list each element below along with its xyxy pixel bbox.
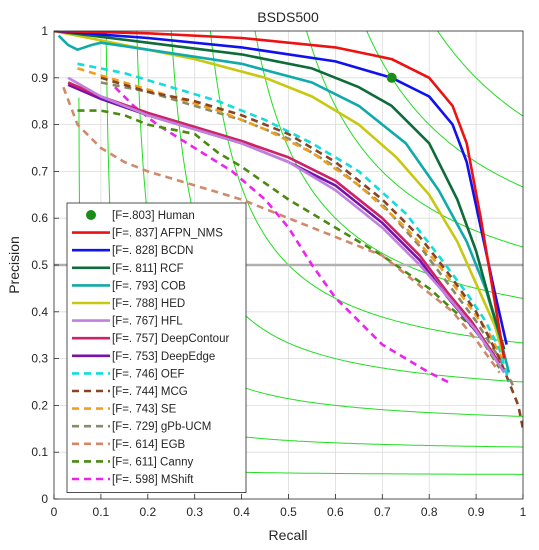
series-line bbox=[77, 109, 501, 369]
series-line bbox=[57, 34, 511, 373]
x-tick-label: 0.7 bbox=[374, 505, 391, 519]
x-tick-label: 0.6 bbox=[327, 505, 344, 519]
iso-f-curve bbox=[366, 31, 523, 188]
legend-human-marker bbox=[86, 210, 96, 220]
chart-title: BSDS500 bbox=[257, 9, 319, 25]
x-tick-label: 0.5 bbox=[280, 505, 297, 519]
y-tick-label: 0.5 bbox=[31, 258, 48, 272]
x-tick-label: 0.3 bbox=[186, 505, 203, 519]
legend-entry: [F=. 614] EGB bbox=[112, 439, 186, 451]
legend-entry: [F=. 757] DeepContour bbox=[112, 333, 229, 345]
y-tick-label: 0.9 bbox=[31, 71, 48, 85]
y-axis-label: Precision bbox=[6, 236, 22, 294]
y-tick-label: 0.6 bbox=[31, 211, 48, 225]
series-line bbox=[100, 76, 523, 430]
y-tick-label: 0.2 bbox=[31, 398, 48, 412]
x-tick-label: 0 bbox=[51, 505, 58, 519]
y-axis-ticks: 0 0.1 0.2 0.3 0.4 0.5 0.6 0.7 0.8 0.9 1 bbox=[31, 24, 59, 506]
legend-entry: [F=. 828] BCDN bbox=[112, 245, 194, 257]
series-line bbox=[67, 76, 506, 374]
legend-entry: [F=. 743] SE bbox=[112, 404, 177, 416]
y-tick-label: 0.1 bbox=[31, 445, 48, 459]
y-tick-label: 1 bbox=[41, 24, 48, 38]
legend-entry: [F=. 746] OEF bbox=[112, 368, 185, 380]
legend: [F=.803] Human [F=. 837] AFPN_NMS [F=. 828… bbox=[66, 202, 247, 494]
human-marker bbox=[386, 72, 397, 83]
legend-entry: [F=. 729] gPb-UCM bbox=[112, 421, 211, 433]
legend-entry: [F=. 811] RCF bbox=[112, 263, 184, 275]
legend-entry: [F=. 837] AFPN_NMS bbox=[112, 228, 223, 240]
y-tick-label: 0.8 bbox=[31, 118, 48, 132]
y-tick-label: 0 bbox=[41, 492, 48, 506]
series-line bbox=[54, 31, 506, 359]
y-tick-label: 0.7 bbox=[31, 164, 48, 178]
series-line bbox=[54, 31, 506, 359]
iso-f-curve bbox=[306, 31, 523, 248]
series-line bbox=[77, 62, 511, 383]
x-tick-label: 0.4 bbox=[233, 505, 250, 519]
legend-entry: [F=. 753] DeepEdge bbox=[112, 351, 215, 363]
x-axis-ticks: 0 0.1 0.2 0.3 0.4 0.5 0.6 0.7 0.8 0.9 1 bbox=[51, 494, 527, 519]
legend-human-label: [F=.803] Human bbox=[112, 210, 195, 222]
legend-entry: [F=. 788] HED bbox=[112, 298, 185, 310]
y-tick-label: 0.4 bbox=[31, 305, 48, 319]
x-tick-label: 0.8 bbox=[421, 505, 438, 519]
legend-entry: [F=. 744] MCG bbox=[112, 386, 188, 398]
series-line bbox=[67, 81, 501, 365]
x-tick-label: 0.9 bbox=[468, 505, 485, 519]
series-lines bbox=[54, 31, 523, 430]
y-tick-label: 0.3 bbox=[31, 352, 48, 366]
x-axis-label: Recall bbox=[269, 527, 308, 543]
x-tick-label: 1 bbox=[520, 505, 527, 519]
iso-f-curve bbox=[209, 31, 523, 344]
legend-entry: [F=. 611] Canny bbox=[112, 456, 194, 468]
x-tick-label: 0.2 bbox=[139, 505, 156, 519]
iso-f-curve bbox=[437, 31, 523, 117]
legend-entry: [F=. 767] HFL bbox=[112, 316, 183, 328]
legend-entry: [F=. 793] COB bbox=[112, 280, 186, 292]
x-tick-label: 0.1 bbox=[93, 505, 110, 519]
series-line bbox=[54, 31, 506, 350]
legend-entry: [F=. 598] MShift bbox=[112, 474, 194, 486]
